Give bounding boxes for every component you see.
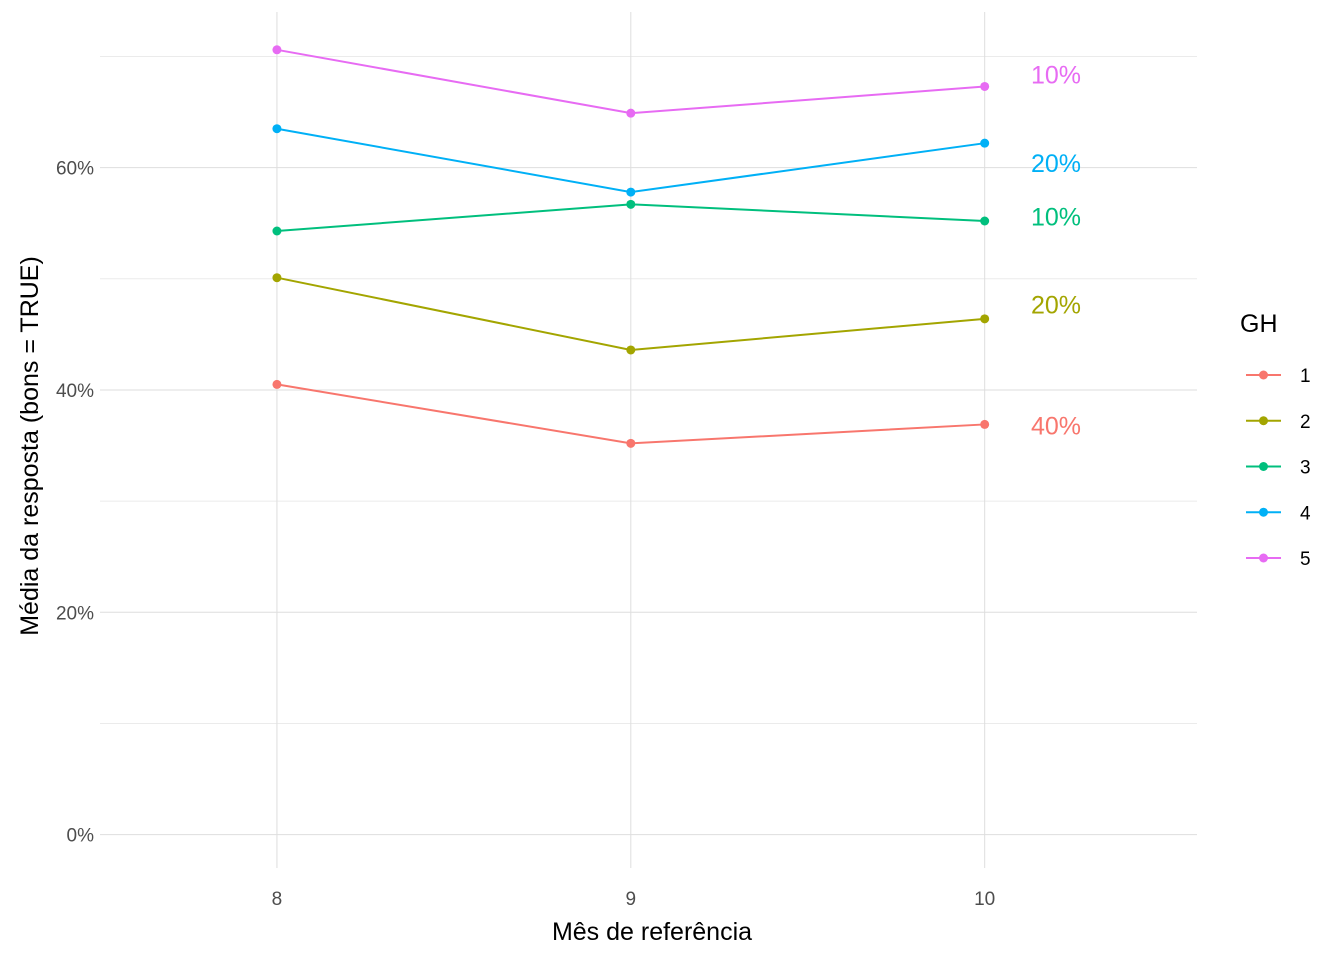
data-point-4 bbox=[980, 138, 990, 148]
y-axis-title: Média da resposta (bons = TRUE) bbox=[16, 256, 44, 636]
y-tick-label: 40% bbox=[56, 381, 94, 402]
legend-label: 4 bbox=[1300, 503, 1311, 524]
legend-items: 1 2 3 4 5 bbox=[1246, 366, 1311, 570]
data-point-3 bbox=[272, 226, 282, 236]
data-point-2 bbox=[980, 314, 990, 324]
end-label-1: 40% bbox=[1031, 413, 1081, 441]
series-1 bbox=[272, 379, 990, 448]
data-point-2 bbox=[626, 345, 636, 355]
legend-label: 5 bbox=[1300, 549, 1311, 570]
legend-key-point bbox=[1259, 416, 1268, 426]
series-group bbox=[272, 45, 990, 448]
y-axis-ticks: 0% 20% 40% 60% bbox=[56, 159, 94, 847]
data-point-5 bbox=[272, 45, 282, 55]
data-point-2 bbox=[272, 273, 282, 283]
legend-item-4: 4 bbox=[1246, 503, 1311, 524]
data-point-1 bbox=[980, 419, 990, 429]
data-point-5 bbox=[626, 108, 636, 118]
end-label-2: 20% bbox=[1031, 291, 1081, 319]
y-tick-label: 20% bbox=[56, 603, 94, 624]
series-5 bbox=[272, 45, 990, 118]
end-label-4: 20% bbox=[1031, 150, 1081, 178]
series-3 bbox=[272, 199, 990, 236]
x-axis-ticks: 8 9 10 bbox=[272, 889, 996, 910]
legend-item-2: 2 bbox=[1246, 412, 1311, 433]
series-4 bbox=[272, 124, 990, 197]
legend-key-point bbox=[1259, 553, 1268, 563]
legend-title: GH bbox=[1240, 310, 1278, 338]
data-point-3 bbox=[626, 199, 636, 209]
legend-item-1: 1 bbox=[1246, 366, 1311, 387]
x-axis-title: Mês de referência bbox=[552, 918, 752, 946]
y-tick-label: 0% bbox=[67, 826, 95, 847]
x-tick-label: 9 bbox=[626, 889, 637, 910]
data-point-1 bbox=[272, 379, 282, 389]
end-label-3: 10% bbox=[1031, 204, 1081, 232]
data-point-4 bbox=[626, 187, 636, 197]
end-labels: 40% 20% 10% 20% 10% bbox=[1031, 61, 1081, 440]
legend-key-point bbox=[1259, 462, 1268, 471]
data-point-3 bbox=[980, 216, 990, 226]
legend-key-point bbox=[1259, 370, 1268, 380]
legend-label: 1 bbox=[1300, 366, 1311, 387]
legend: GH 1 2 3 4 5 bbox=[1240, 310, 1311, 570]
end-label-5: 10% bbox=[1031, 61, 1081, 89]
legend-label: 3 bbox=[1300, 458, 1311, 479]
data-point-4 bbox=[272, 124, 282, 134]
x-tick-label: 8 bbox=[272, 889, 283, 910]
legend-key-point bbox=[1259, 507, 1268, 517]
y-tick-label: 60% bbox=[56, 159, 94, 180]
legend-item-5: 5 bbox=[1246, 549, 1311, 570]
legend-item-3: 3 bbox=[1246, 458, 1311, 479]
legend-label: 2 bbox=[1300, 412, 1311, 433]
x-tick-label: 10 bbox=[974, 889, 995, 910]
data-point-5 bbox=[980, 81, 990, 91]
data-point-1 bbox=[626, 438, 636, 448]
series-2 bbox=[272, 273, 990, 355]
